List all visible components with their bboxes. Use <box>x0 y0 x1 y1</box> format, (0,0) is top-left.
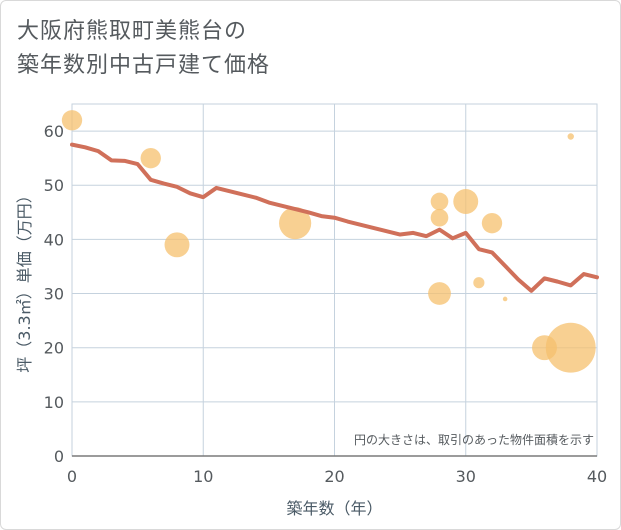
y-tick-label: 0 <box>54 447 64 466</box>
chart-title-line-1: 大阪府熊取町美熊台の <box>17 19 248 44</box>
bubble-point <box>545 322 596 373</box>
bubble-point <box>428 282 451 305</box>
x-axis-label: 築年数（年） <box>286 499 382 518</box>
trend-line <box>70 142 599 293</box>
bubble-point <box>430 208 449 227</box>
bubble-point <box>481 212 503 234</box>
y-tick-label: 50 <box>44 176 64 195</box>
chart-title-line-2: 築年数別中古戸建て価格 <box>17 53 271 78</box>
y-tick-label: 30 <box>44 285 64 304</box>
y-tick-label: 10 <box>44 393 64 412</box>
bubble-point <box>502 296 508 302</box>
bubble-point <box>140 147 161 169</box>
bubble-point <box>430 192 449 211</box>
bubble-point <box>473 277 485 289</box>
y-axis-label: 坪（3.3㎡）単価（万円） <box>15 187 34 372</box>
x-tick-label: 20 <box>324 467 344 486</box>
x-tick-label: 10 <box>193 467 213 486</box>
y-tick-label: 40 <box>44 230 64 249</box>
x-tick-label: 0 <box>67 467 77 486</box>
y-tick-label: 60 <box>44 122 64 141</box>
bubble-series <box>61 110 596 373</box>
bubble-point <box>453 189 479 214</box>
x-tick-label: 40 <box>587 467 607 486</box>
size-legend-note: 円の大きさは、取引のあった物件面積を示す <box>354 432 594 447</box>
bubble-point <box>567 133 574 140</box>
y-tick-label: 20 <box>44 339 64 358</box>
chart-title: 大阪府熊取町美熊台の 築年数別中古戸建て価格 <box>17 15 437 83</box>
bubble-point <box>164 232 190 258</box>
bubble-point <box>61 110 83 131</box>
trend-series <box>70 142 599 293</box>
axes: 0 10 20 30 40 0 10 20 30 40 50 60 <box>44 122 608 486</box>
bubble-point <box>279 207 312 240</box>
x-tick-label: 30 <box>456 467 476 486</box>
